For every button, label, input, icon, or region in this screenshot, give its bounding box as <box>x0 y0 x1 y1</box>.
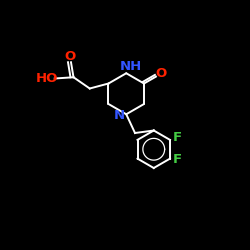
Text: O: O <box>64 50 75 63</box>
Text: N: N <box>114 109 125 122</box>
Text: F: F <box>173 153 182 166</box>
Text: NH: NH <box>120 60 142 73</box>
Text: O: O <box>155 67 166 80</box>
Text: F: F <box>172 132 182 144</box>
Text: HO: HO <box>36 72 58 85</box>
